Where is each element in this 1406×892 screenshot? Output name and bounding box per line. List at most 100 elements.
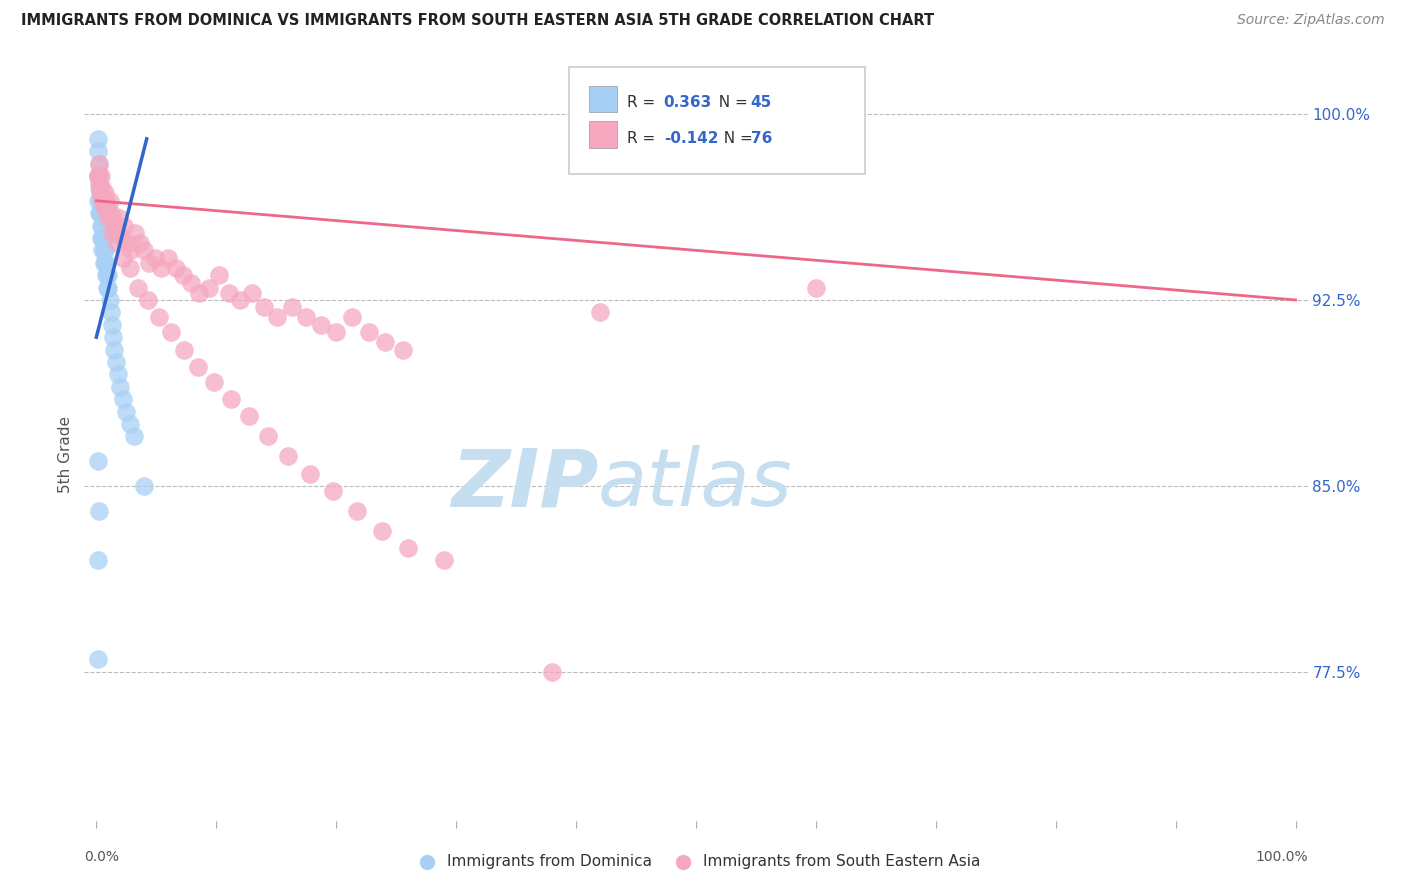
Point: [150, 260, 173, 275]
Point: [340, 310, 363, 325]
Point: [295, 310, 318, 325]
Point: [97, 268, 120, 282]
Point: [117, 235, 139, 250]
Point: [253, 301, 276, 315]
Text: 45: 45: [751, 95, 772, 110]
Point: [89, 194, 111, 208]
Point: [374, 335, 396, 350]
Point: [90, 206, 112, 220]
Text: 100.0%: 100.0%: [1256, 850, 1308, 863]
Point: [86, 132, 108, 146]
Point: [87, 206, 110, 220]
Point: [218, 285, 240, 300]
Point: [97, 206, 120, 220]
Point: [90, 231, 112, 245]
Point: [180, 276, 202, 290]
Point: [138, 256, 160, 270]
Point: [86, 454, 108, 468]
Point: [298, 467, 321, 481]
Point: [148, 310, 170, 325]
Point: [111, 251, 134, 265]
Point: [157, 251, 180, 265]
Point: [103, 219, 125, 233]
Point: [172, 268, 194, 282]
Point: [86, 553, 108, 567]
Text: atlas: atlas: [598, 445, 793, 524]
Point: [90, 169, 112, 183]
Point: [94, 201, 117, 215]
Point: [105, 226, 128, 240]
Point: [229, 293, 252, 307]
Point: [325, 325, 347, 339]
Text: 0.0%: 0.0%: [84, 850, 120, 863]
Point: [107, 368, 129, 382]
Point: [143, 251, 166, 265]
Point: [98, 293, 121, 307]
Point: [96, 201, 118, 215]
Point: [94, 268, 117, 282]
Point: [97, 280, 120, 294]
Point: [91, 194, 114, 208]
Point: [238, 409, 260, 424]
Point: [93, 194, 115, 208]
Point: [89, 181, 111, 195]
Text: 0.363: 0.363: [664, 95, 711, 110]
Point: [208, 268, 231, 282]
Point: [118, 260, 141, 275]
Point: [134, 244, 156, 258]
Point: [94, 256, 117, 270]
Point: [309, 318, 332, 332]
Point: [86, 169, 108, 183]
Point: [322, 483, 344, 498]
Point: [103, 343, 125, 357]
Point: [159, 325, 181, 339]
Text: N =: N =: [714, 131, 758, 145]
Point: [91, 219, 114, 233]
Point: [91, 244, 114, 258]
Text: -0.142: -0.142: [664, 131, 718, 145]
Point: [112, 219, 135, 233]
Point: [188, 285, 211, 300]
Point: [96, 268, 118, 282]
Point: [541, 665, 564, 679]
Point: [202, 375, 225, 389]
Point: [86, 169, 108, 183]
Point: [122, 429, 145, 443]
Point: [87, 504, 110, 518]
Point: [101, 330, 124, 344]
Point: [110, 231, 132, 245]
Point: [110, 380, 132, 394]
Point: [198, 280, 221, 294]
Point: [118, 417, 141, 431]
Point: [87, 169, 110, 183]
Point: [89, 181, 111, 195]
Point: [93, 231, 115, 245]
Point: [257, 429, 280, 443]
Point: [392, 343, 415, 357]
Point: [96, 280, 118, 294]
Point: [94, 194, 117, 208]
Point: [100, 206, 122, 220]
Point: [89, 206, 111, 220]
Point: [357, 325, 380, 339]
Text: Source: ZipAtlas.com: Source: ZipAtlas.com: [1237, 13, 1385, 28]
Point: [136, 293, 159, 307]
Point: [91, 181, 114, 195]
Point: [127, 280, 149, 294]
Text: ZIP: ZIP: [451, 445, 598, 524]
Point: [87, 156, 110, 170]
Point: [87, 181, 110, 195]
Point: [173, 343, 195, 357]
Point: [86, 194, 108, 208]
Point: [105, 235, 128, 250]
Point: [87, 177, 110, 191]
Text: 76: 76: [751, 131, 772, 145]
Point: [101, 211, 124, 226]
Point: [346, 504, 368, 518]
Point: [187, 359, 209, 374]
Point: [90, 219, 112, 233]
Point: [240, 285, 263, 300]
Point: [86, 144, 108, 158]
Point: [94, 186, 117, 201]
Point: [128, 235, 150, 250]
